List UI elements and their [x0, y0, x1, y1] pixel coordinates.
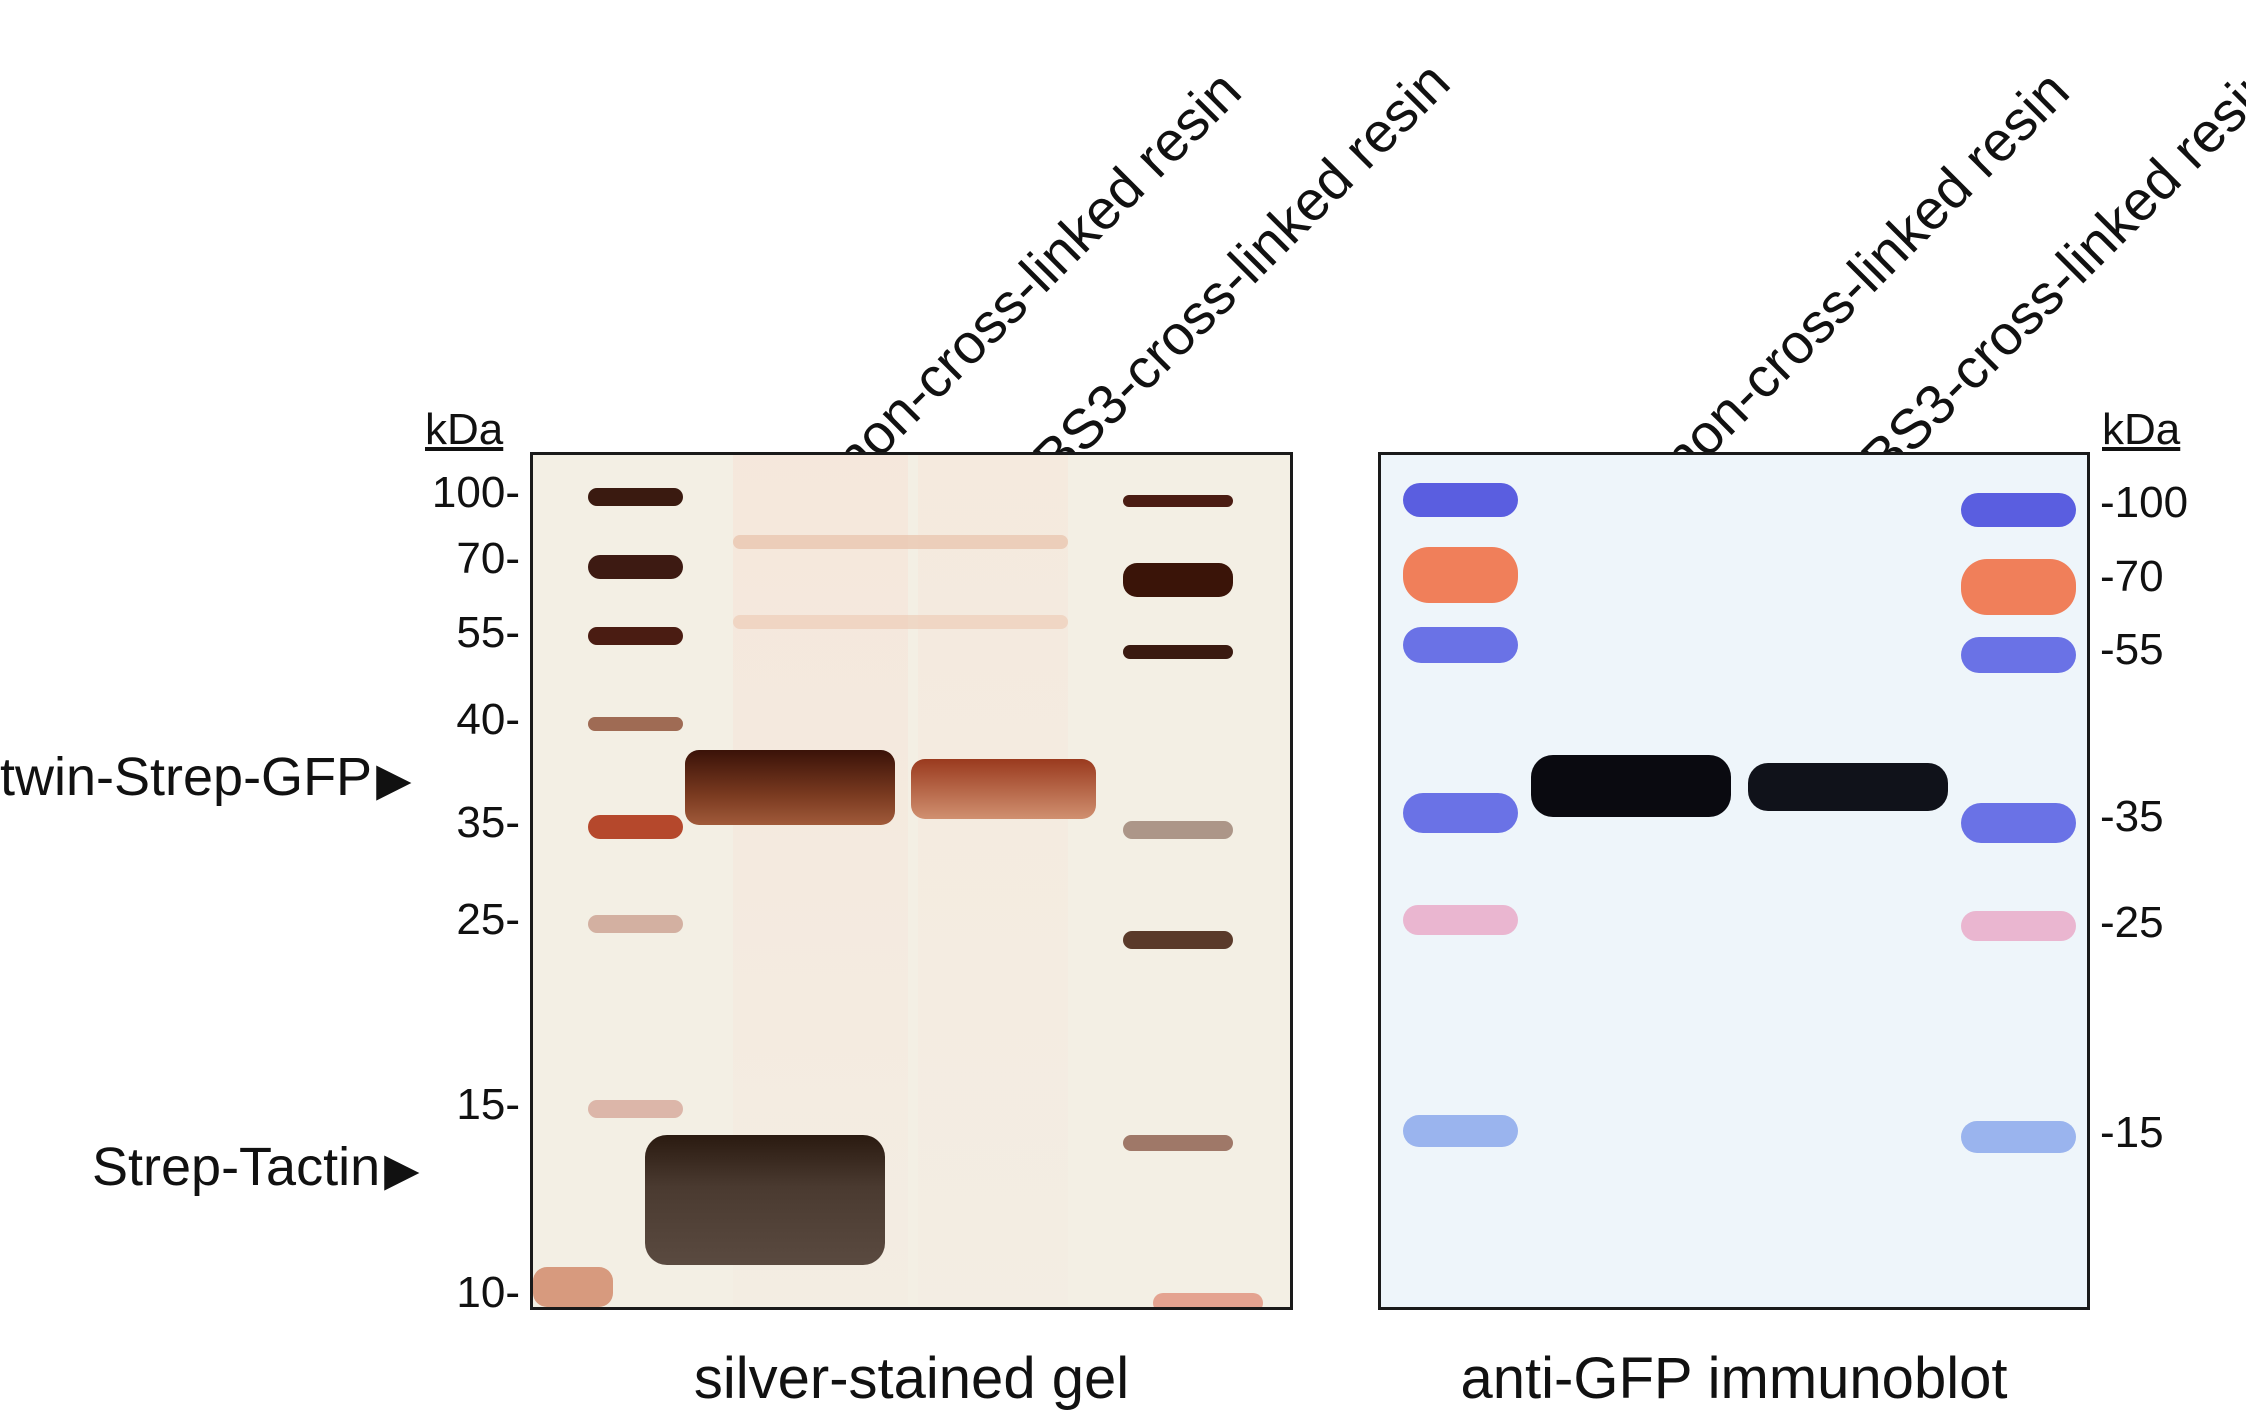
left-marker-70: 70- [456, 534, 520, 583]
ladder-band [1123, 563, 1233, 597]
ladder-band [1961, 911, 2076, 941]
left-lane-label-1: non-cross-linked resin [820, 58, 1253, 491]
faint-band [733, 535, 1068, 549]
blot-band-crosslinked [1748, 763, 1948, 811]
right-marker-100: -100 [2100, 478, 2189, 527]
right-marker-55: -55 [2100, 625, 2164, 674]
ladder-band [533, 1267, 613, 1307]
right-arrow-icon: ▶ [376, 753, 412, 805]
ladder-band [1961, 637, 2076, 673]
ladder-band [588, 815, 683, 839]
gfp-band-non-crosslinked [685, 750, 895, 825]
right-marker-70: -70 [2100, 552, 2164, 601]
faint-band [733, 615, 1068, 629]
ladder-band [1403, 483, 1518, 517]
left-marker-100: 100- [431, 468, 520, 517]
strep-tactin-band [645, 1135, 885, 1265]
ladder-band [1403, 1115, 1518, 1147]
right-lane-label-1: non-cross-linked resin [1648, 58, 2081, 491]
right-arrow-icon: ▶ [384, 1143, 420, 1195]
right-panel-title: anti-GFP immunoblot [1460, 1346, 2008, 1411]
left-marker-55: 55- [456, 608, 520, 657]
left-marker-25: 25- [456, 895, 520, 944]
ladder-band [588, 1100, 683, 1118]
ladder-band [1123, 1135, 1233, 1151]
ladder-band [1403, 547, 1518, 603]
blot-band-non-crosslinked [1531, 755, 1731, 817]
left-marker-15: 15- [456, 1080, 520, 1129]
ladder-band [588, 488, 683, 506]
left-marker-40: 40- [456, 695, 520, 744]
ladder-band [1403, 793, 1518, 833]
right-marker-35: -35 [2100, 792, 2164, 841]
left-marker-35: 35- [456, 798, 520, 847]
ladder-band [1123, 645, 1233, 659]
strep-tactin-label: Strep-Tactin▶ [92, 1136, 420, 1198]
twin-strep-gfp-text: twin-Strep-GFP [0, 747, 373, 807]
right-kda-label: kDa [2102, 405, 2181, 454]
gfp-band-crosslinked [911, 759, 1096, 819]
ladder-band [588, 627, 683, 645]
left-panel-title: silver-stained gel [693, 1346, 1130, 1411]
left-kda-label: kDa [425, 405, 504, 454]
lane-smear [918, 455, 1068, 1305]
strep-tactin-text: Strep-Tactin [92, 1137, 381, 1197]
twin-strep-gfp-label: twin-Strep-GFP▶ [0, 746, 411, 808]
ladder-band [1123, 931, 1233, 949]
ladder-band [1153, 1293, 1263, 1307]
ladder-band [1123, 821, 1233, 839]
right-marker-25: -25 [2100, 898, 2164, 947]
ladder-band [1403, 905, 1518, 935]
ladder-band [588, 717, 683, 731]
left-marker-10: 10- [456, 1268, 520, 1317]
ladder-band [1123, 495, 1233, 507]
immunoblot-panel [1378, 452, 2090, 1310]
ladder-band [1961, 803, 2076, 843]
ladder-band [588, 555, 683, 579]
right-marker-15: -15 [2100, 1108, 2164, 1157]
ladder-band [1403, 627, 1518, 663]
ladder-band [1961, 493, 2076, 527]
silver-stained-gel-panel [530, 452, 1293, 1310]
ladder-band [1961, 559, 2076, 615]
ladder-band [1961, 1121, 2076, 1153]
ladder-band [588, 915, 683, 933]
